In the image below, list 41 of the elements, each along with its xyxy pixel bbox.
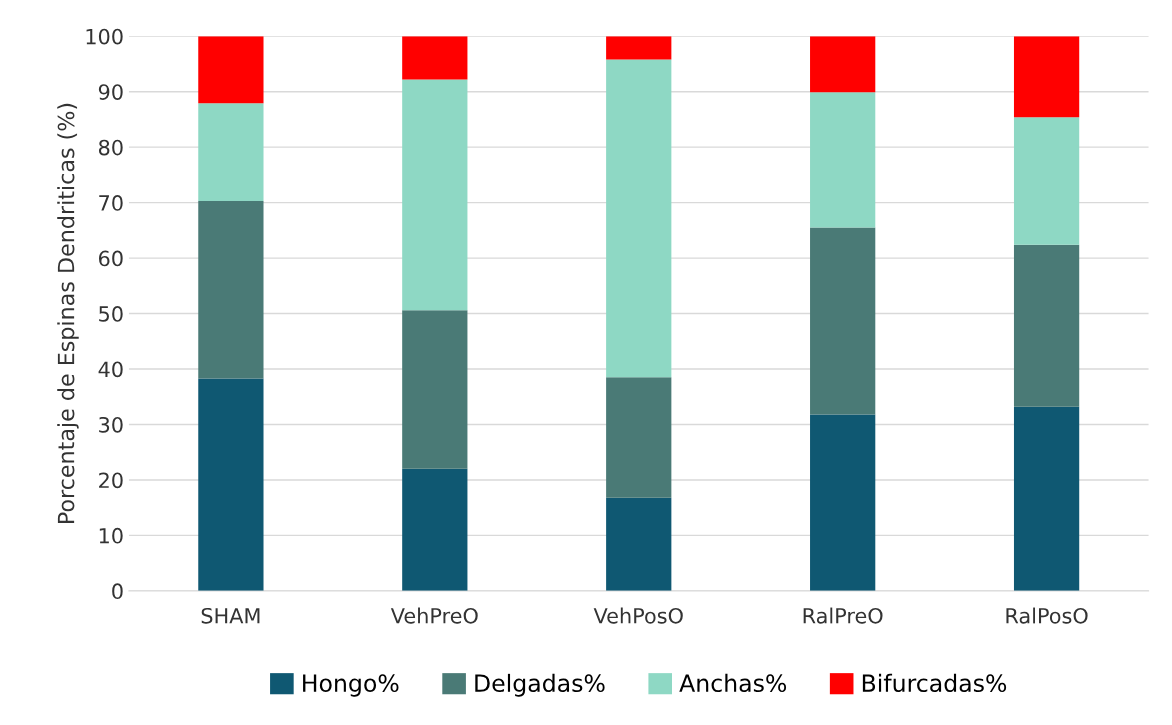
bar [810,92,876,228]
bar [810,36,876,93]
bar [1013,244,1080,407]
y-tick-label: 70 [99,195,123,211]
bar [198,378,264,591]
x-tick-label: RalPreO [803,607,883,624]
y-tick-label: 100 [86,28,123,45]
y-tick-label: 10 [99,527,123,544]
bar [810,414,876,591]
bar [606,59,672,378]
legend-label: Delgadas% [475,673,605,697]
bar [198,103,264,201]
x-tick-label: RalPosO [1006,607,1088,624]
bar [198,36,264,104]
x-tick-label: VehPosO [593,607,683,624]
bar [606,36,672,60]
y-tick-label: 40 [98,361,123,378]
legend-label: Anchas% [679,673,787,693]
legend-label: Hongo% [303,674,399,697]
bar [402,468,468,591]
bar [402,310,468,469]
y-tick-label: 0 [112,583,123,600]
bar [1013,117,1080,245]
y-tick-label: 80 [98,139,123,156]
bar [1013,406,1080,591]
bar [402,36,468,80]
bar [606,377,672,498]
x-tick-label: SHAM [201,607,260,624]
bar [810,227,876,415]
bar [606,497,672,591]
bar [402,79,468,311]
y-tick-label: 60 [99,250,123,267]
legend-label: Bifurcadas% [862,673,1007,693]
bar [1013,36,1080,118]
bar [198,200,264,379]
y-axis-title: Porcentaje de Espinas Dendriticas (%) [57,103,79,523]
y-tick-label: 50 [99,306,123,322]
y-tick-label: 20 [99,472,123,489]
y-tick-label: 90 [98,84,123,100]
y-tick-label: 30 [99,416,123,433]
x-tick-label: VehPreO [390,607,478,624]
